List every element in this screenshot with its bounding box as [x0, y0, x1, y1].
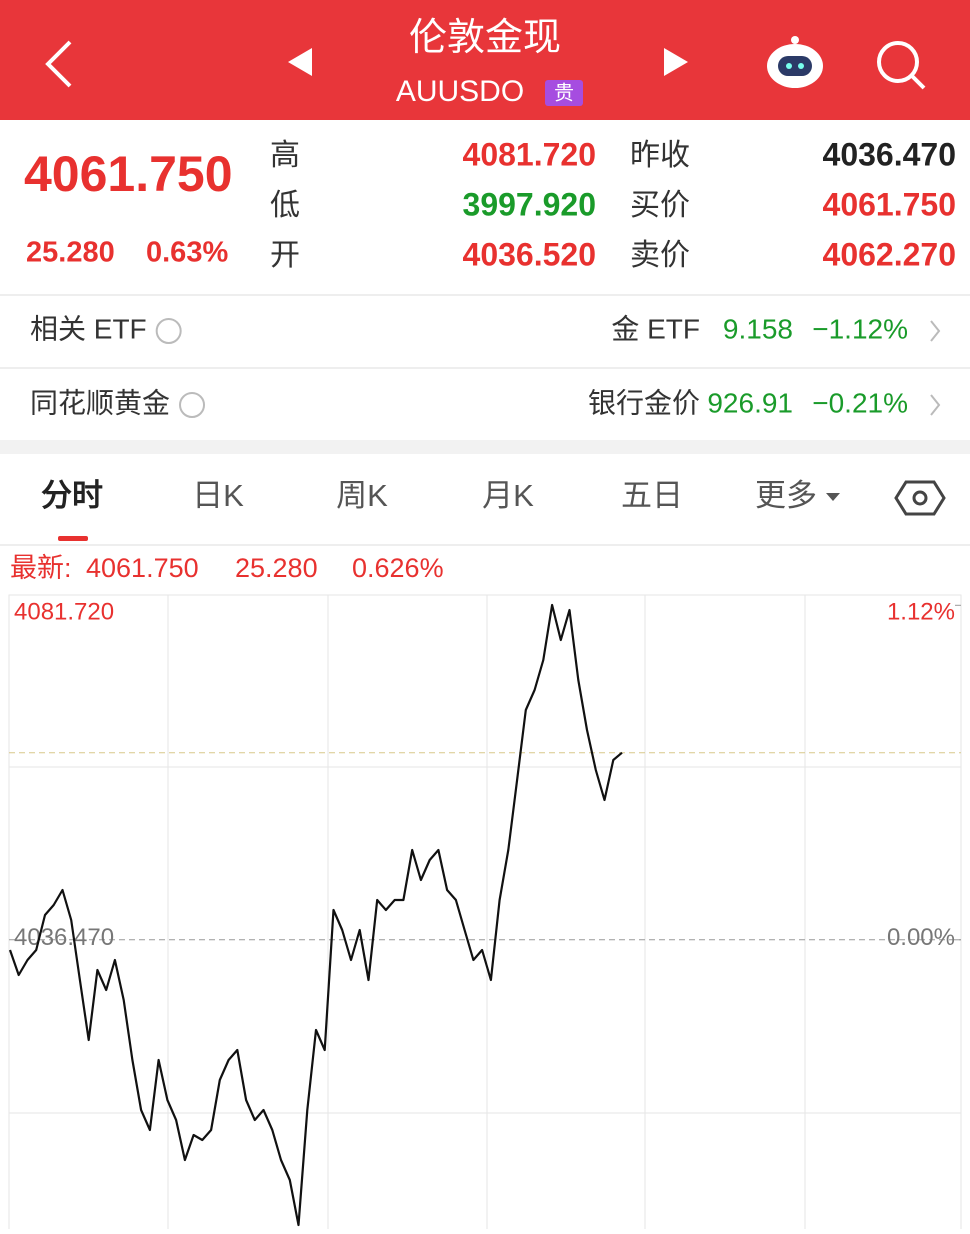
link-change: −1.12%	[812, 313, 908, 344]
change-pct: 0.63%	[146, 237, 228, 269]
title: 伦敦金现	[409, 17, 561, 59]
change: 25.280	[26, 237, 115, 269]
chart-frame	[8, 594, 962, 1234]
badge-bg	[545, 80, 583, 106]
next-button[interactable]	[664, 48, 688, 76]
latest-change: 25.280	[235, 553, 318, 583]
quote-value: 3997.920	[463, 186, 596, 222]
quote-value: 4081.720	[463, 136, 596, 172]
assistant-icon[interactable]	[767, 36, 823, 88]
code: AUUSDO	[396, 75, 524, 108]
prev-button[interactable]	[288, 48, 312, 76]
latest-change-pct: 0.626%	[352, 553, 444, 583]
chevron	[930, 320, 941, 342]
settings-icon[interactable]	[894, 480, 946, 516]
quote-value: 4036.520	[463, 236, 596, 272]
latest-label: 最新:	[10, 553, 72, 583]
link-label: 相关 ETF	[30, 313, 147, 344]
help-icon	[179, 392, 206, 418]
chart: 4081.720 4036.470 1.12% 0.00%	[8, 594, 962, 1234]
link-change: −0.21%	[812, 387, 908, 418]
tab[interactable]: 五日	[621, 478, 683, 513]
tab[interactable]: 分时	[41, 478, 103, 513]
quote-value: 4062.270	[823, 236, 956, 272]
link-label: 同花顺黄金	[30, 387, 170, 418]
gap	[0, 440, 970, 454]
link-name: 金 ETF	[611, 313, 700, 344]
y2-tick-label: 1.12%	[887, 599, 955, 626]
tab-underline	[58, 536, 88, 541]
link-value: 9.158	[723, 313, 793, 344]
chevron	[930, 394, 941, 416]
tab[interactable]: 更多	[755, 478, 817, 513]
search-icon[interactable]	[877, 41, 926, 90]
quote-value: 4061.750	[823, 186, 956, 222]
dropdown-arrow	[826, 493, 840, 501]
grid	[9, 595, 961, 1229]
y2-tick-label: 0.00%	[887, 924, 955, 951]
quote-label: 买价	[630, 189, 690, 222]
price-line	[8, 603, 623, 1227]
latest-price: 4061.750	[86, 553, 199, 583]
y-tick-label: 4036.470	[14, 924, 114, 951]
quote-label: 卖价	[630, 239, 690, 272]
price: 4061.750	[24, 146, 233, 202]
help-icon	[155, 318, 182, 344]
link-value: 926.91	[707, 387, 793, 418]
y-tick-label: 4081.720	[14, 598, 114, 625]
tab[interactable]: 周K	[336, 478, 388, 513]
badge: 贵	[554, 81, 574, 104]
tab[interactable]: 月K	[482, 478, 534, 513]
back-button[interactable]	[45, 40, 72, 88]
quote-label: 开	[270, 239, 300, 272]
tab[interactable]: 日K	[192, 478, 244, 513]
quote-value: 4036.470	[823, 136, 956, 172]
link-name: 银行金价	[588, 387, 700, 418]
quote-label: 高	[270, 139, 300, 172]
quote-label: 昨收	[630, 139, 690, 172]
quote-label: 低	[270, 189, 300, 222]
